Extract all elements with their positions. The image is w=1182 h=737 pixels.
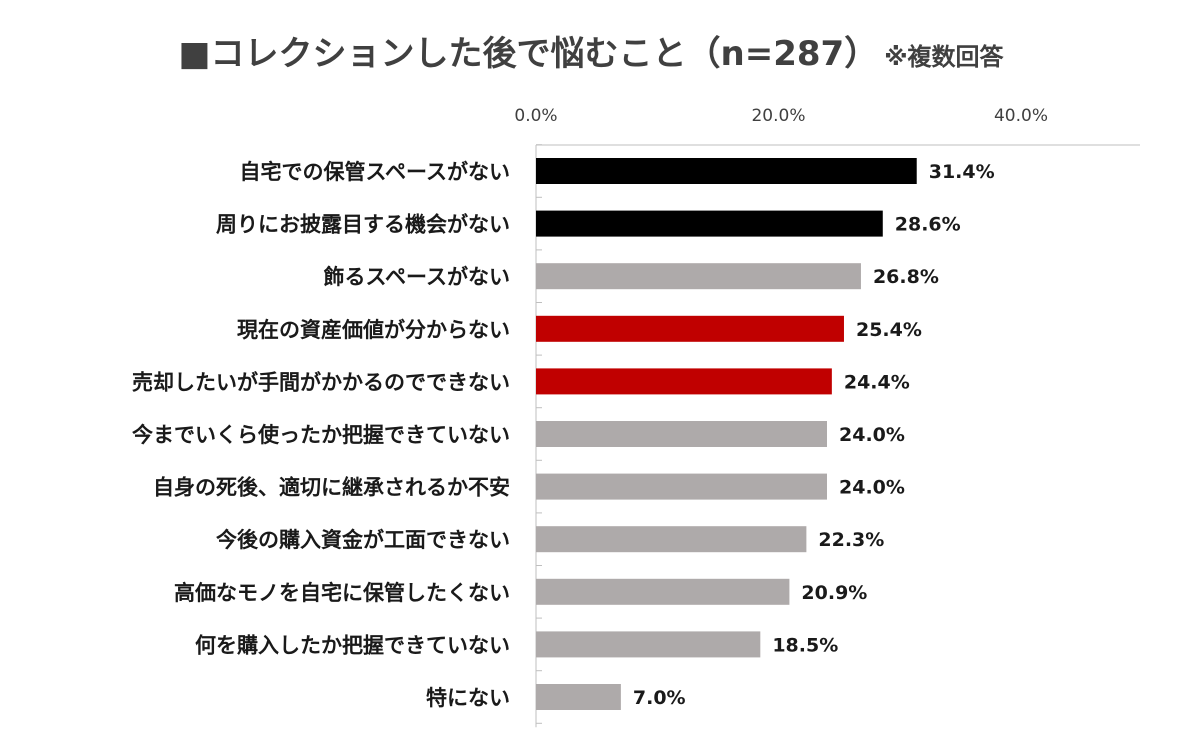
category-label: 何を購入したか把握できていない xyxy=(195,633,510,657)
chart-title: ■コレクションした後で悩むこと（n=287） xyxy=(178,34,879,74)
category-label: 周りにお披露目する機会がない xyxy=(216,213,510,237)
category-label: 売却したいが手間がかかるのでできない xyxy=(132,370,510,394)
data-label: 24.0% xyxy=(839,424,905,446)
category-label: 現在の資産価値が分からない xyxy=(237,318,510,342)
data-label: 20.9% xyxy=(801,582,867,604)
data-label: 22.3% xyxy=(818,529,884,551)
data-label: 24.0% xyxy=(839,477,905,499)
chart-title-block: ■コレクションした後で悩むこと（n=287） ※複数回答 xyxy=(0,26,1182,75)
x-tick-label: 0.0% xyxy=(514,106,557,126)
bar xyxy=(536,368,832,395)
bars-layer xyxy=(536,158,917,710)
data-label: 28.6% xyxy=(895,214,961,236)
axis-layer: 0.0% 20.0% 40.0% xyxy=(514,106,1140,728)
category-label: 飾るスペースがない xyxy=(324,265,510,289)
category-label: 特にない xyxy=(426,686,510,710)
bar xyxy=(536,578,790,605)
data-label: 18.5% xyxy=(772,634,838,656)
bar xyxy=(536,315,844,342)
bar xyxy=(536,263,861,290)
category-label: 高価なモノを自宅に保管したくない xyxy=(174,581,510,605)
data-label: 31.4% xyxy=(929,161,995,183)
labels-layer: 自宅での保管スペースがない 31.4% 周りにお披露目する機会がない 28.6% 飾るス… xyxy=(132,160,995,710)
data-label: 26.8% xyxy=(873,266,939,288)
data-label: 25.4% xyxy=(856,319,922,341)
data-label: 7.0% xyxy=(633,687,686,709)
category-label: 自身の死後、適切に継承されるか不安 xyxy=(153,476,510,500)
category-label: 自宅での保管スペースがない xyxy=(240,160,510,184)
bar xyxy=(536,210,883,237)
bar xyxy=(536,421,827,447)
bar xyxy=(536,158,917,184)
chart-subtitle: ※複数回答 xyxy=(884,43,1004,71)
bar xyxy=(536,631,761,658)
category-label: 今後の購入資金が工面できない xyxy=(216,528,510,552)
x-tick-label: 40.0% xyxy=(994,106,1048,126)
category-label: 今までいくら使ったか把握できていない xyxy=(132,423,510,447)
bar xyxy=(536,473,827,500)
data-label: 24.4% xyxy=(844,371,910,393)
bar xyxy=(536,684,621,710)
x-tick-label: 20.0% xyxy=(751,106,805,126)
bar xyxy=(536,526,807,553)
